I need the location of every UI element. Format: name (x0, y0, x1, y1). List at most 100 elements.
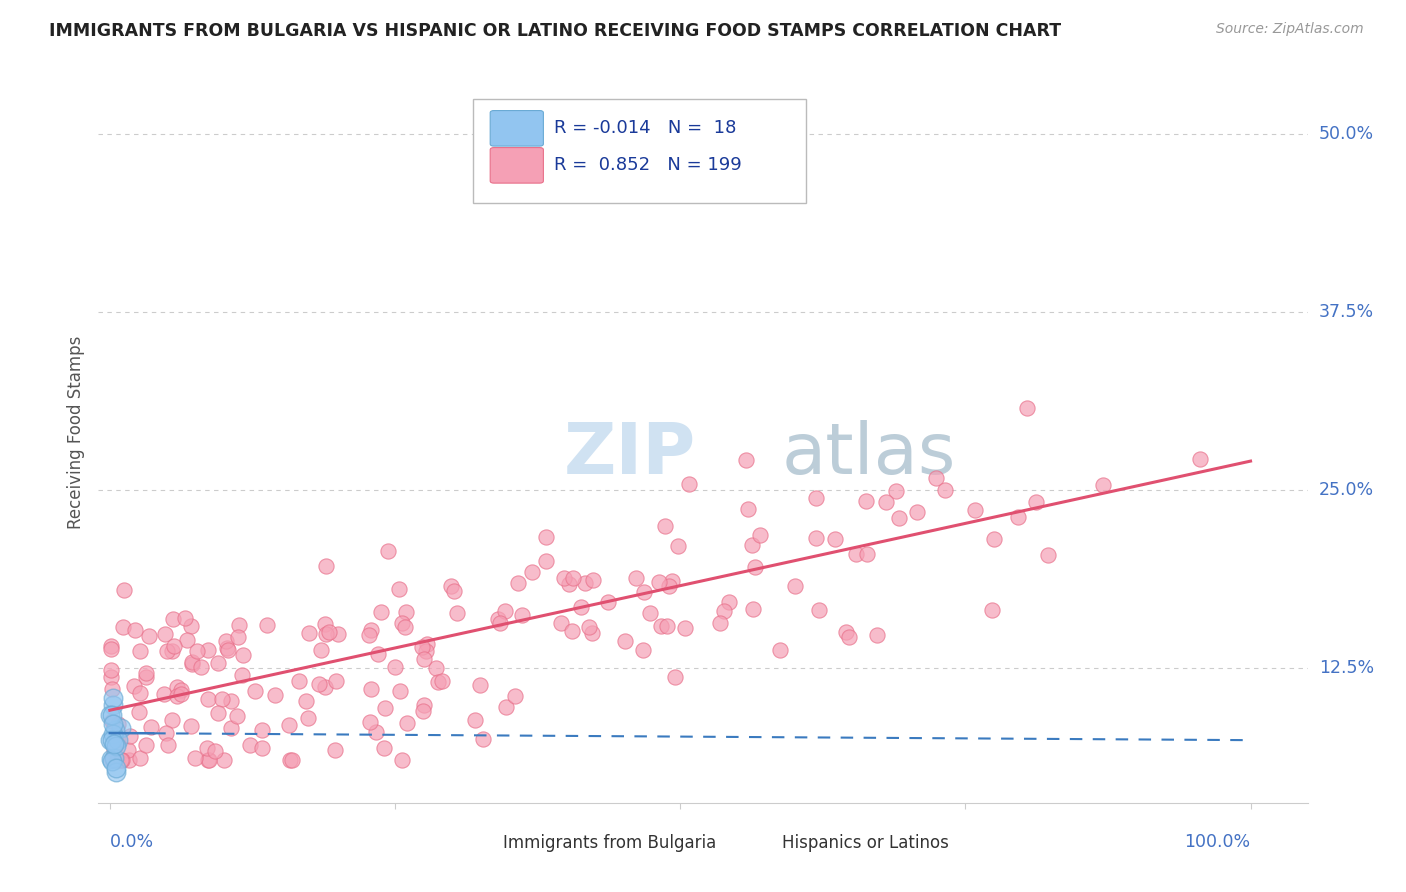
Point (207, 656, 229, 670)
Point (117, 743, 139, 757)
Text: R = -0.014   N =  18: R = -0.014 N = 18 (554, 119, 737, 136)
Point (769, 642, 792, 657)
Point (648, 574, 671, 589)
Point (166, 680, 188, 694)
Point (217, 642, 239, 657)
Point (440, 579, 463, 593)
Point (110, 753, 132, 767)
Point (124, 624, 146, 638)
Point (139, 720, 162, 734)
Text: R =  0.852   N = 199: R = 0.852 N = 199 (554, 155, 742, 174)
Point (875, 495, 897, 509)
Point (808, 603, 831, 617)
Point (104, 739, 127, 753)
Point (228, 617, 250, 632)
Point (494, 604, 516, 618)
Point (180, 657, 202, 672)
Point (180, 619, 202, 633)
Point (468, 678, 491, 692)
Point (197, 642, 219, 657)
Text: 100.0%: 100.0% (1184, 833, 1250, 851)
Point (101, 717, 124, 731)
Text: ZIP: ZIP (564, 420, 696, 490)
Point (666, 539, 689, 553)
Text: IMMIGRANTS FROM BULGARIA VS HISPANIC OR LATINO RECEIVING FOOD STAMPS CORRELATION: IMMIGRANTS FROM BULGARIA VS HISPANIC OR … (49, 22, 1062, 40)
Point (536, 530, 558, 544)
Point (101, 753, 124, 767)
Point (713, 604, 735, 618)
Point (103, 691, 125, 706)
Point (370, 605, 392, 619)
Point (111, 753, 134, 767)
Point (373, 741, 395, 756)
Point (534, 554, 557, 568)
Point (100, 669, 122, 683)
Point (1189, 451, 1212, 466)
FancyBboxPatch shape (731, 831, 772, 855)
Point (411, 640, 433, 654)
Point (101, 754, 124, 768)
Point (658, 579, 681, 593)
Text: Hispanics or Latinos: Hispanics or Latinos (782, 834, 949, 852)
Point (395, 716, 418, 731)
Point (107, 716, 129, 731)
Point (384, 660, 406, 674)
Text: 50.0%: 50.0% (1319, 125, 1374, 143)
Point (415, 644, 437, 658)
Point (173, 611, 195, 625)
Point (314, 617, 336, 632)
Point (100, 708, 122, 723)
Point (748, 528, 770, 542)
Point (162, 713, 184, 727)
Point (654, 518, 676, 533)
Point (308, 677, 330, 691)
Point (153, 627, 176, 641)
Point (446, 607, 468, 621)
Point (574, 576, 596, 591)
Point (100, 640, 122, 654)
Point (112, 582, 135, 597)
Point (135, 738, 157, 752)
Point (650, 619, 672, 633)
Point (388, 683, 411, 698)
Point (298, 626, 321, 640)
Point (905, 505, 928, 519)
Point (741, 602, 763, 616)
Text: Immigrants from Bulgaria: Immigrants from Bulgaria (503, 834, 717, 852)
Point (394, 620, 416, 634)
Point (633, 585, 655, 599)
Point (101, 714, 124, 728)
Point (162, 612, 184, 626)
Point (624, 571, 647, 585)
Point (718, 595, 741, 609)
Point (231, 668, 253, 682)
Point (135, 666, 157, 681)
Point (243, 683, 266, 698)
Point (377, 544, 399, 558)
Point (101, 733, 124, 747)
Point (489, 615, 512, 630)
Point (366, 725, 388, 739)
Y-axis label: Receiving Food Stamps: Receiving Food Stamps (66, 336, 84, 529)
Point (297, 711, 319, 725)
Point (156, 644, 179, 658)
Point (1025, 494, 1047, 508)
Point (367, 647, 389, 661)
Point (104, 761, 127, 775)
Point (678, 476, 700, 491)
Point (211, 692, 233, 706)
Point (510, 607, 533, 622)
Point (413, 698, 436, 713)
Point (186, 644, 208, 658)
Point (569, 599, 592, 614)
Point (887, 511, 910, 525)
Point (391, 616, 413, 631)
Point (101, 707, 124, 722)
Point (557, 577, 579, 591)
Point (107, 733, 129, 747)
Point (100, 664, 122, 678)
Point (314, 680, 336, 694)
Point (834, 624, 856, 639)
Point (744, 559, 766, 574)
Point (226, 708, 249, 723)
